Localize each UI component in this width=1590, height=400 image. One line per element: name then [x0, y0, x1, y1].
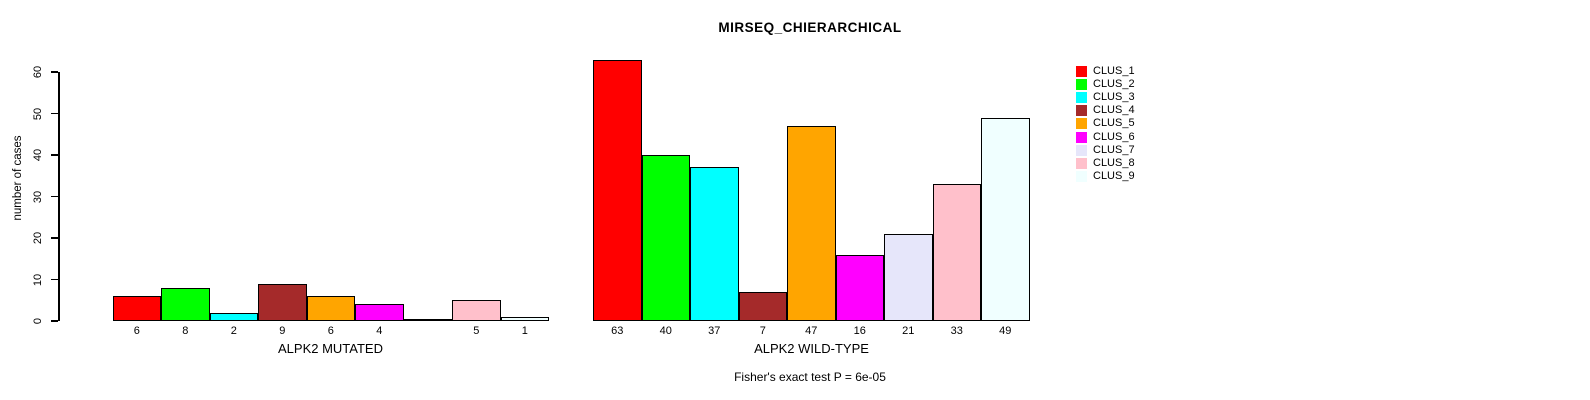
bar-clus_1-wild-type — [593, 59, 642, 321]
bar-value-label: 6 — [133, 325, 140, 337]
legend-item-clus_2: CLUS_2 — [1076, 78, 1135, 91]
legend-swatch-clus_5 — [1076, 118, 1087, 130]
legend-swatch-clus_4 — [1076, 105, 1087, 117]
legend-swatch-clus_8 — [1076, 157, 1087, 169]
bar-value-label: 5 — [473, 325, 480, 337]
y-axis-line — [58, 72, 60, 321]
legend-item-clus_7: CLUS_7 — [1076, 144, 1135, 157]
bar-value-label: 49 — [999, 325, 1012, 337]
bar-clus_1-mutated — [112, 296, 161, 321]
bar-value-label: 2 — [230, 325, 237, 337]
legend: CLUS_1 CLUS_2 CLUS_3 CLUS_4 CLUS_5 CLUS_6 CLUS… — [1076, 65, 1135, 183]
legend-label: CLUS_7 — [1093, 143, 1135, 156]
bar-clus_3-wild-type — [690, 167, 739, 321]
legend-swatch-clus_9 — [1076, 170, 1087, 182]
y-tick-label: 50 — [32, 107, 44, 120]
bar-value-label: 9 — [279, 325, 286, 337]
legend-item-clus_3: CLUS_3 — [1076, 91, 1135, 104]
y-tick — [51, 195, 58, 198]
y-tick — [51, 112, 58, 115]
y-tick-label: 10 — [32, 273, 44, 286]
bar-value-label: 47 — [805, 325, 818, 337]
bar-clus_5-mutated — [306, 296, 355, 321]
legend-label: CLUS_4 — [1093, 104, 1135, 117]
bar-clus_9-wild-type — [981, 117, 1030, 321]
legend-swatch-clus_2 — [1076, 79, 1087, 91]
y-tick — [51, 154, 58, 156]
bar-clus_6-wild-type — [835, 254, 884, 321]
y-tick-label: 60 — [32, 65, 44, 79]
bar-clus_4-wild-type — [738, 291, 787, 321]
bar-clus_3-mutated — [209, 312, 258, 321]
bar-clus_6-mutated — [355, 304, 404, 321]
x-axis-label-alpk2-mutated: ALPK2 MUTATED — [278, 341, 383, 356]
y-tick-label: 30 — [32, 190, 44, 203]
y-tick — [51, 71, 58, 73]
legend-label: CLUS_5 — [1093, 117, 1135, 130]
legend-label: CLUS_6 — [1093, 130, 1135, 143]
legend-item-clus_4: CLUS_4 — [1076, 104, 1135, 117]
bar-value-label: 40 — [659, 325, 672, 337]
legend-item-clus_6: CLUS_6 — [1076, 130, 1135, 143]
bar-clus_2-wild-type — [641, 155, 690, 321]
legend-item-clus_1: CLUS_1 — [1076, 65, 1135, 78]
bar-value-label: 21 — [902, 325, 915, 337]
legend-item-clus_5: CLUS_5 — [1076, 117, 1135, 130]
bar-value-label: 37 — [708, 325, 721, 337]
y-tick-label: 20 — [32, 231, 44, 245]
bar-clus_9-mutated — [500, 316, 549, 321]
legend-swatch-clus_7 — [1076, 144, 1087, 156]
y-tick — [51, 320, 58, 322]
y-axis-title: number of cases — [12, 135, 24, 221]
legend-label: CLUS_9 — [1093, 169, 1135, 182]
bar-value-label: 7 — [759, 325, 766, 337]
legend-item-clus_9: CLUS_9 — [1076, 170, 1135, 183]
legend-item-clus_8: CLUS_8 — [1076, 157, 1135, 170]
bar-clus_4-mutated — [258, 283, 307, 321]
chart-title: MIRSEQ_CHIERARCHICAL — [718, 20, 902, 35]
x-axis-label-alpk2-wild-type: ALPK2 WILD-TYPE — [754, 341, 869, 356]
bar-value-label: 1 — [521, 325, 528, 337]
legend-label: CLUS_1 — [1093, 65, 1135, 78]
bar-clus_7-mutated-zero — [403, 319, 452, 321]
bar-value-label: 33 — [950, 325, 963, 337]
y-tick — [51, 278, 58, 281]
legend-swatch-clus_3 — [1076, 92, 1087, 104]
fishers-test-caption: Fisher's exact test P = 6e-05 — [734, 370, 886, 384]
y-tick-label: 0 — [32, 317, 44, 325]
legend-label: CLUS_3 — [1093, 91, 1135, 104]
bar-value-label: 4 — [376, 325, 383, 337]
bar-value-label: 63 — [611, 325, 624, 337]
legend-label: CLUS_2 — [1093, 78, 1135, 91]
bar-clus_8-mutated — [452, 300, 501, 321]
legend-label: CLUS_8 — [1093, 156, 1135, 169]
legend-swatch-clus_6 — [1076, 131, 1087, 143]
y-tick-label: 40 — [32, 148, 44, 162]
bar-clus_7-wild-type — [884, 233, 933, 321]
bar-value-label: 6 — [327, 325, 334, 337]
bar-value-label: 16 — [853, 325, 866, 337]
legend-swatch-clus_1 — [1076, 66, 1087, 78]
bar-clus_8-wild-type — [932, 184, 981, 321]
bar-clus_5-wild-type — [787, 125, 836, 321]
bar-clus_2-mutated — [161, 287, 210, 321]
y-tick — [51, 237, 58, 239]
bar-value-label: 8 — [182, 325, 189, 337]
